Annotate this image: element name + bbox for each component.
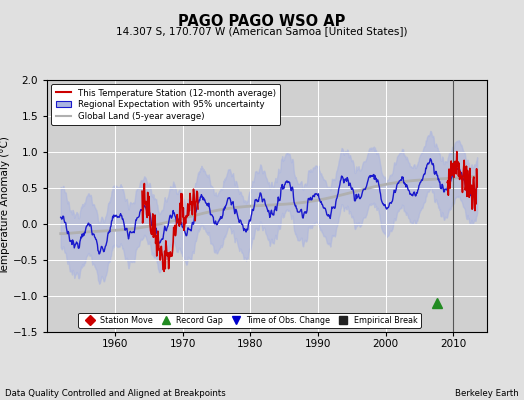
Legend: Station Move, Record Gap, Time of Obs. Change, Empirical Break: Station Move, Record Gap, Time of Obs. C… bbox=[79, 312, 421, 328]
Text: Data Quality Controlled and Aligned at Breakpoints: Data Quality Controlled and Aligned at B… bbox=[5, 389, 226, 398]
Text: PAGO PAGO WSO AP: PAGO PAGO WSO AP bbox=[178, 14, 346, 29]
Y-axis label: Temperature Anomaly (°C): Temperature Anomaly (°C) bbox=[0, 136, 10, 276]
Text: Berkeley Earth: Berkeley Earth bbox=[455, 389, 519, 398]
Text: 14.307 S, 170.707 W (American Samoa [United States]): 14.307 S, 170.707 W (American Samoa [Uni… bbox=[116, 26, 408, 36]
